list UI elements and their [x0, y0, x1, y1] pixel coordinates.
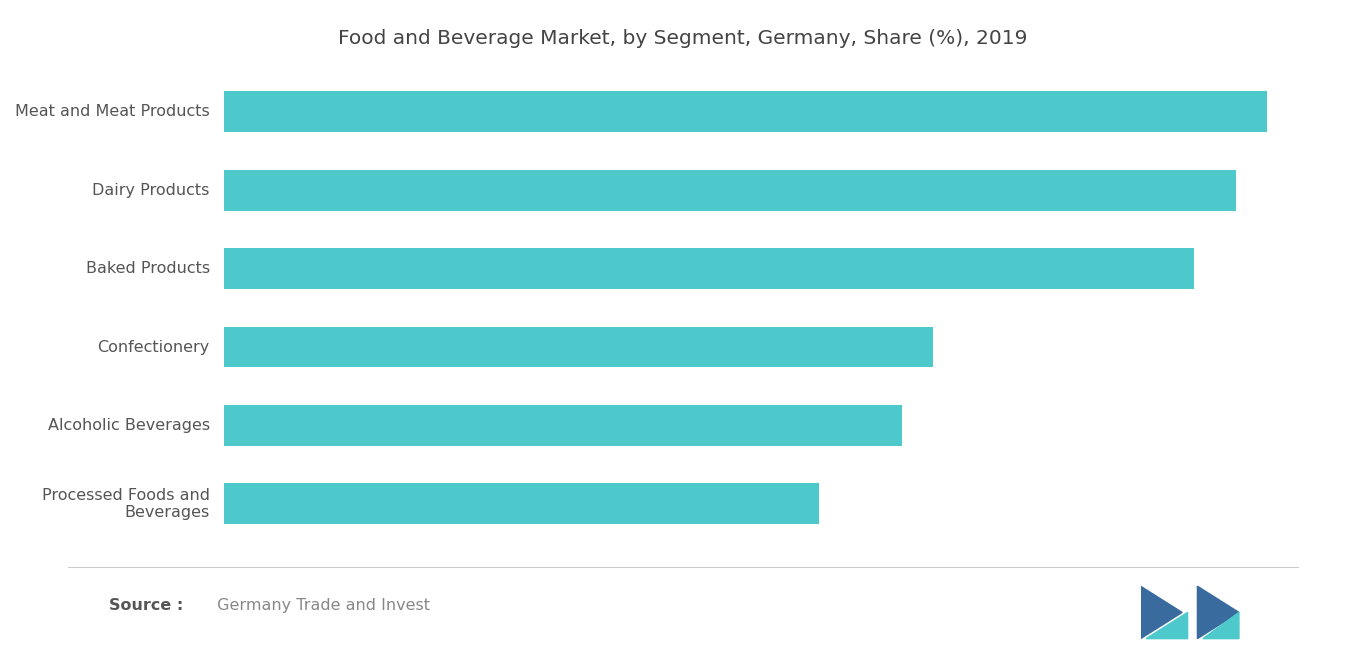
- Bar: [224, 248, 1194, 289]
- Bar: [224, 170, 1236, 211]
- Text: Food and Beverage Market, by Segment, Germany, Share (%), 2019: Food and Beverage Market, by Segment, Ge…: [339, 29, 1027, 48]
- Polygon shape: [1198, 586, 1239, 639]
- Polygon shape: [1203, 612, 1239, 639]
- Polygon shape: [1141, 586, 1182, 639]
- Bar: [224, 483, 818, 524]
- Text: Source :: Source :: [109, 599, 183, 613]
- Bar: [224, 92, 1268, 132]
- Text: Germany Trade and Invest: Germany Trade and Invest: [212, 599, 430, 613]
- Bar: [224, 405, 902, 446]
- Bar: [224, 327, 933, 367]
- Polygon shape: [1146, 612, 1187, 639]
